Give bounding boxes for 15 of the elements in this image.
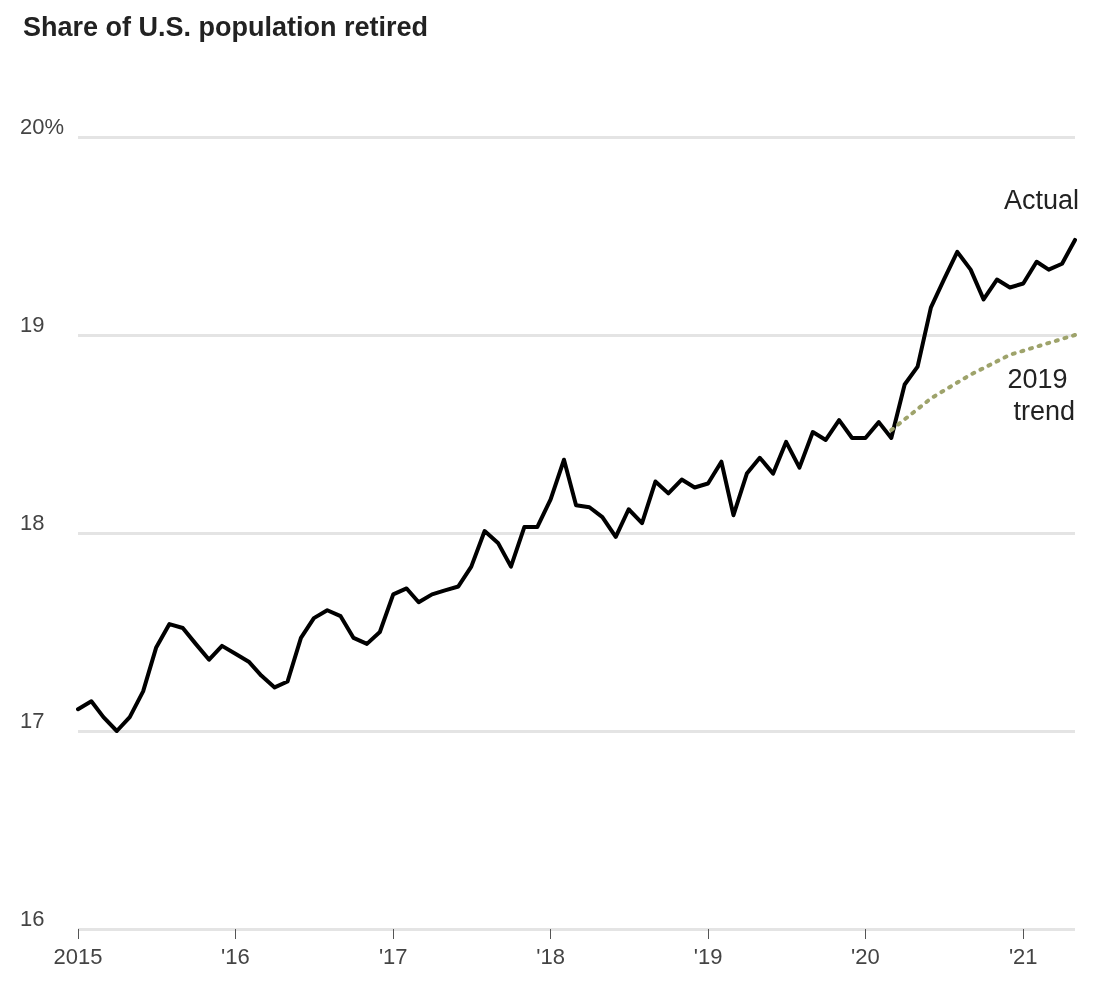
y-tick-label: 18: [20, 509, 45, 535]
chart-title: Share of U.S. population retired: [23, 11, 429, 42]
y-tick-label: 16: [20, 905, 45, 931]
x-tick-label: 2015: [53, 943, 103, 969]
y-tick-label: 19: [20, 311, 45, 337]
y-tick-label: 17: [20, 707, 45, 733]
x-tick-label: '16: [221, 943, 250, 969]
x-tick-label: '17: [378, 943, 408, 969]
series-label: 2019 trend: [1007, 364, 1075, 426]
x-tick-label: '21: [1008, 943, 1038, 969]
series-label: Actual: [1003, 184, 1079, 215]
x-tick-label: '20: [851, 943, 880, 969]
x-tick-label: '18: [536, 943, 565, 969]
x-tick-label: '19: [693, 943, 723, 969]
y-tick-label: 20%: [20, 113, 65, 139]
